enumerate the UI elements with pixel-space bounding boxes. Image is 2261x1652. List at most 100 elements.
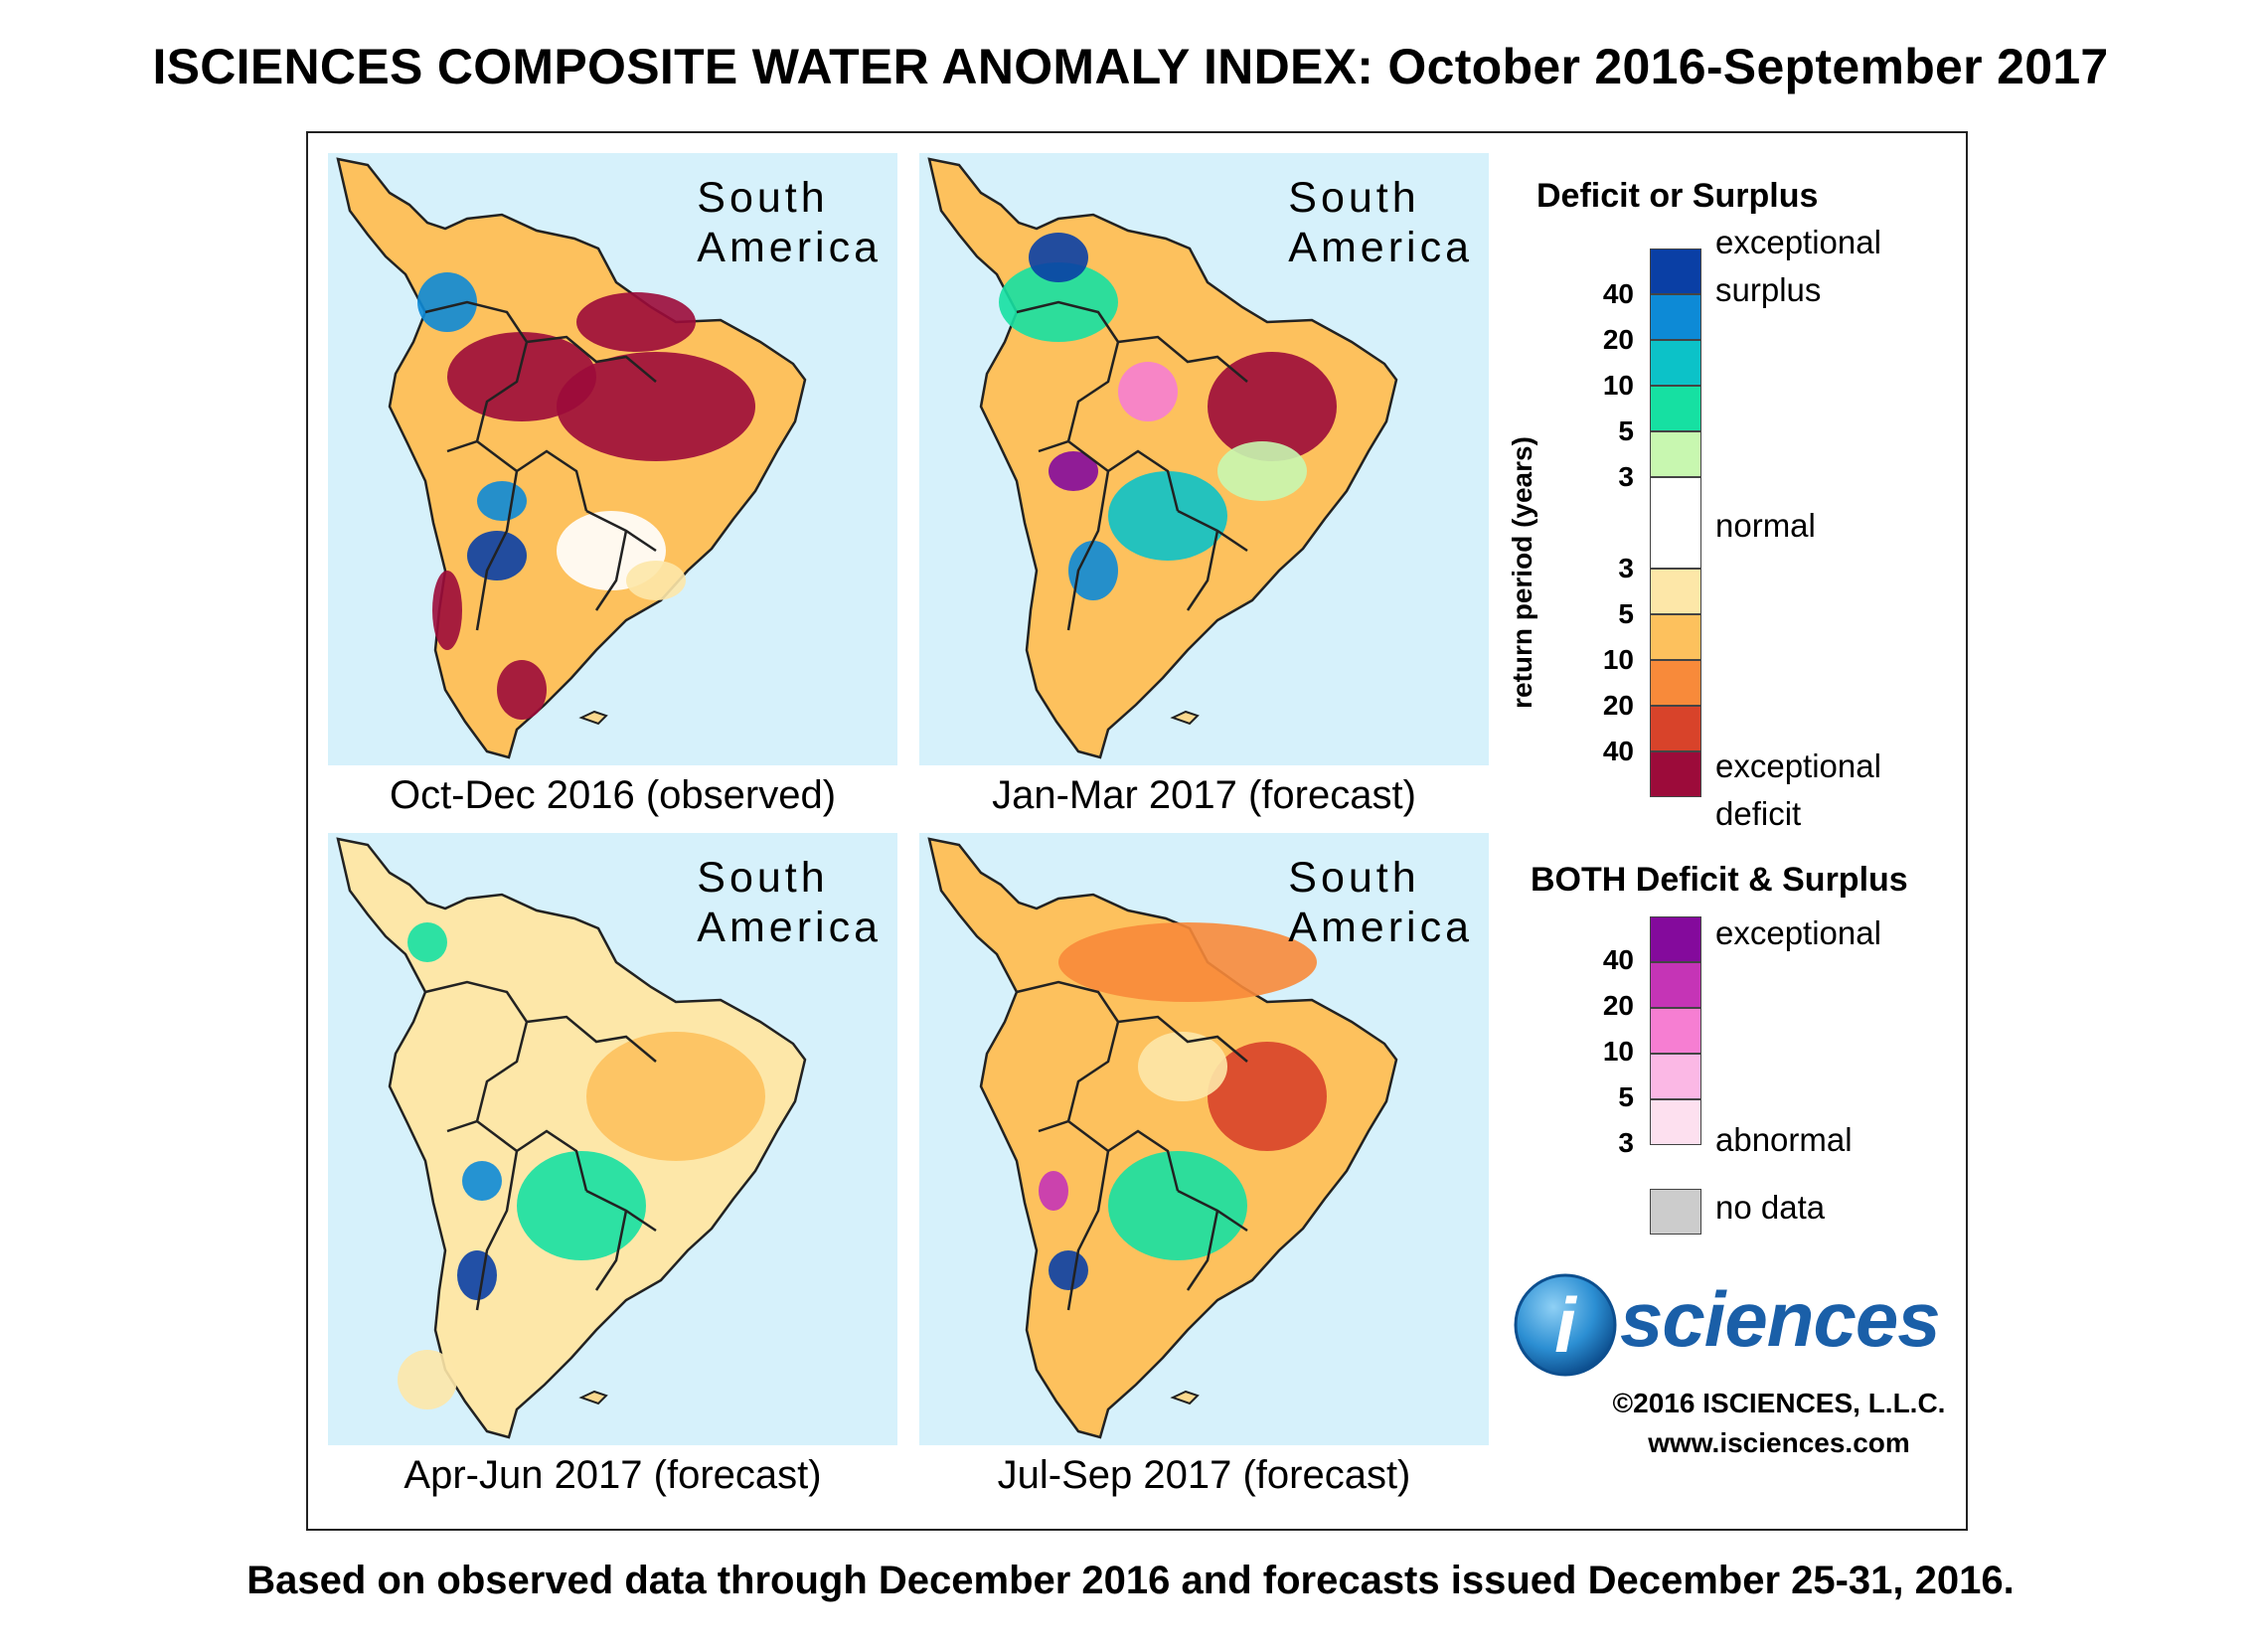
legend-swatch-surplus-10 <box>1650 340 1701 386</box>
legend-number: 20 <box>1602 990 1634 1021</box>
legend-swatch-both-10 <box>1650 1008 1701 1054</box>
panel-caption: Jan-Mar 2017 (forecast) <box>992 773 1416 817</box>
legend-swatch-both-5 <box>1650 1054 1701 1099</box>
island-falklands <box>1170 710 1200 726</box>
legend-number: 40 <box>1602 944 1634 975</box>
legend-swatch-deficit-40 <box>1650 751 1701 797</box>
footer-note: Based on observed data through December … <box>246 1559 2015 1602</box>
anomaly-patch <box>626 561 686 600</box>
anomaly-patch <box>1108 1151 1247 1260</box>
map-panel-jan-mar-2017: South America <box>919 153 1489 765</box>
legend-label-no-data: no data <box>1715 1189 1826 1226</box>
south-america-map <box>328 153 897 765</box>
legend-swatch-no-data <box>1650 1189 1701 1235</box>
copyright: ©2016 ISCIENCES, L.L.C. <box>1612 1388 1946 1418</box>
south-america-map <box>919 833 1489 1445</box>
legend-number: 3 <box>1618 553 1634 583</box>
panel-caption: Apr-Jun 2017 (forecast) <box>404 1453 822 1497</box>
anomaly-patches <box>398 922 765 1409</box>
anomaly-patch <box>432 571 462 650</box>
island-falklands <box>1170 1390 1200 1405</box>
country-borders <box>1016 300 1248 631</box>
panel-caption: Jul-Sep 2017 (forecast) <box>997 1453 1411 1497</box>
legend-number: 5 <box>1618 415 1634 446</box>
south-america-map <box>328 833 897 1445</box>
legend-number: 5 <box>1618 1081 1634 1112</box>
region-label: South America <box>1288 854 1473 951</box>
legend-title-deficit-surplus: Deficit or Surplus <box>1536 177 1819 215</box>
map-panel-oct-dec-2016: South America <box>328 153 897 765</box>
country-borders <box>424 980 657 1311</box>
region-label: South America <box>697 174 882 271</box>
legend-number: 20 <box>1602 690 1634 721</box>
anomaly-patch <box>1039 1171 1068 1211</box>
anomaly-patch <box>462 1161 502 1201</box>
legend-swatch-deficit-3 <box>1650 569 1701 614</box>
legend-swatch-surplus-40 <box>1650 248 1701 294</box>
legend-swatch-surplus-3 <box>1650 431 1701 477</box>
anomaly-patch <box>1068 541 1118 600</box>
map-panel-apr-jun-2017: South America <box>328 833 897 1445</box>
legend-swatch-deficit-20 <box>1650 706 1701 751</box>
region-label: South America <box>1288 174 1473 271</box>
legend-label-abnormal: abnormal <box>1715 1121 1853 1158</box>
logo-text: sciences <box>1620 1275 1941 1363</box>
anomaly-patch <box>477 481 527 521</box>
south-america-map <box>919 153 1489 765</box>
region-label: South America <box>697 854 882 951</box>
anomaly-patch <box>557 352 755 461</box>
anomaly-patch <box>586 1032 765 1161</box>
legend-label-deficit: deficit <box>1715 795 1802 832</box>
legend-swatch-surplus-20 <box>1650 294 1701 340</box>
anomaly-patch <box>1138 1032 1227 1101</box>
country-borders <box>1016 980 1248 1311</box>
anomaly-patch <box>1049 451 1098 491</box>
legend-label-normal: normal <box>1715 507 1816 544</box>
anomaly-patch <box>576 292 696 352</box>
legend-number: 10 <box>1602 1036 1634 1067</box>
legend-title-both: BOTH Deficit & Surplus <box>1531 861 1908 899</box>
anomaly-patch <box>398 1350 457 1409</box>
anomaly-patch <box>1208 352 1337 461</box>
legend-swatch-deficit-5 <box>1650 614 1701 660</box>
map-panel-jul-sep-2017: South America <box>919 833 1489 1445</box>
anomaly-patch <box>467 531 527 580</box>
legend-number: 5 <box>1618 598 1634 629</box>
main-title: ISCIENCES COMPOSITE WATER ANOMALY INDEX:… <box>152 39 2109 94</box>
anomaly-patch <box>1058 922 1317 1002</box>
anomaly-patch <box>517 1151 646 1260</box>
anomaly-patch <box>1217 441 1307 501</box>
continent-shape <box>336 837 807 1439</box>
anomaly-patches <box>417 272 755 720</box>
legend-swatch-both-40 <box>1650 916 1701 962</box>
anomaly-patch <box>1118 362 1178 421</box>
legend-swatch-surplus-5 <box>1650 386 1701 431</box>
isciences-logo: i sciences <box>1511 1270 1948 1380</box>
website-link[interactable]: www.isciences.com <box>1648 1427 1910 1458</box>
legend-number: 3 <box>1618 461 1634 492</box>
legend-number: 40 <box>1602 278 1634 309</box>
legend-number: 10 <box>1602 370 1634 401</box>
anomaly-patch <box>1108 471 1227 561</box>
anomaly-patch <box>1049 1250 1088 1290</box>
legend-label-exceptional: exceptional <box>1715 747 1881 784</box>
legend-swatch-both-3 <box>1650 1099 1701 1145</box>
anomaly-patch <box>497 660 547 720</box>
figure-frame <box>306 131 1968 1531</box>
anomaly-patch <box>1208 1042 1327 1151</box>
anomaly-patches <box>999 233 1337 600</box>
legend-label-surplus: surplus <box>1715 271 1822 308</box>
legend-swatch-both-20 <box>1650 962 1701 1008</box>
panel-caption: Oct-Dec 2016 (observed) <box>389 773 837 817</box>
legend-number: 3 <box>1618 1127 1634 1158</box>
anomaly-patch <box>417 272 477 332</box>
anomaly-patch <box>1029 233 1088 282</box>
legend-label-exceptional: exceptional <box>1715 224 1881 260</box>
island-falklands <box>578 1390 608 1405</box>
country-borders <box>424 300 657 631</box>
legend-number: 40 <box>1602 736 1634 766</box>
logo-letter: i <box>1554 1281 1577 1369</box>
anomaly-patch <box>407 922 447 962</box>
legend-label-exceptional: exceptional <box>1715 914 1881 951</box>
continent-shape <box>927 837 1398 1439</box>
